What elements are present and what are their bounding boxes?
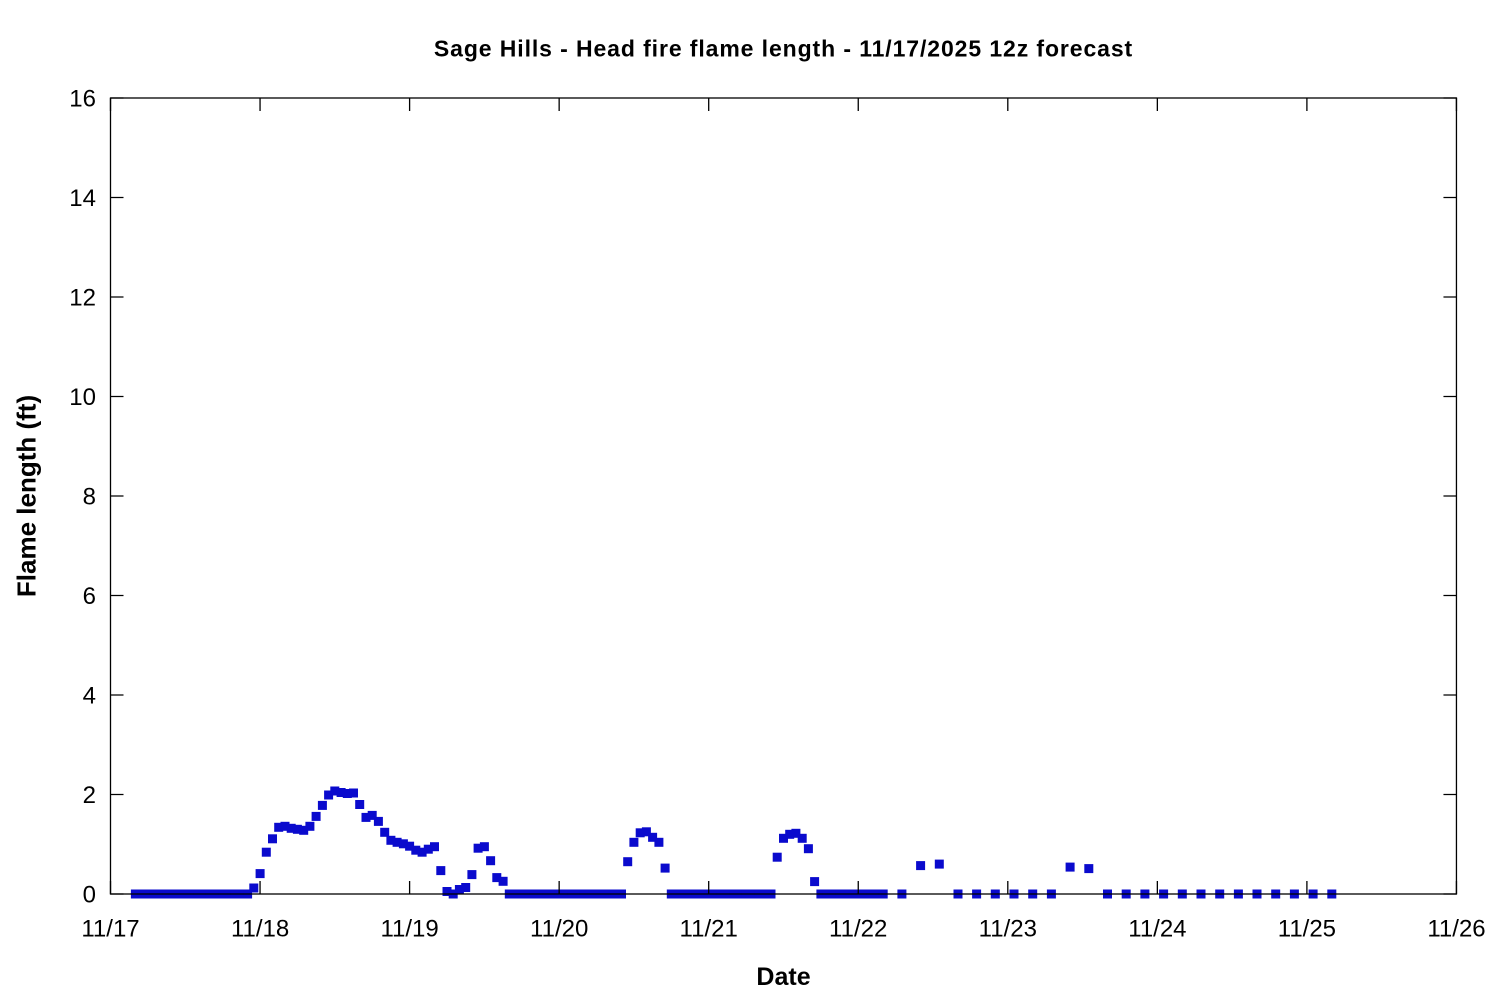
svg-text:11/21: 11/21	[680, 916, 738, 943]
svg-text:11/23: 11/23	[979, 916, 1037, 943]
svg-text:2: 2	[83, 782, 96, 809]
svg-text:14: 14	[69, 185, 96, 212]
svg-text:11/22: 11/22	[829, 916, 887, 943]
svg-text:11/19: 11/19	[380, 916, 438, 943]
svg-text:Flame length (ft): Flame length (ft)	[12, 395, 42, 597]
svg-text:12: 12	[69, 285, 96, 312]
svg-text:16: 16	[69, 86, 96, 113]
svg-text:11/26: 11/26	[1427, 916, 1485, 943]
svg-text:0: 0	[83, 882, 96, 909]
svg-text:Date: Date	[756, 963, 810, 991]
svg-text:11/20: 11/20	[530, 916, 588, 943]
svg-text:Sage Hills - Head fire flame l: Sage Hills - Head fire flame length - 11…	[434, 36, 1133, 62]
svg-text:11/18: 11/18	[231, 916, 289, 943]
svg-text:11/25: 11/25	[1278, 916, 1336, 943]
svg-text:10: 10	[69, 384, 96, 411]
svg-text:11/17: 11/17	[81, 916, 139, 943]
svg-text:8: 8	[83, 484, 96, 511]
svg-text:4: 4	[83, 683, 96, 710]
svg-text:6: 6	[83, 583, 96, 610]
svg-text:11/24: 11/24	[1128, 916, 1186, 943]
